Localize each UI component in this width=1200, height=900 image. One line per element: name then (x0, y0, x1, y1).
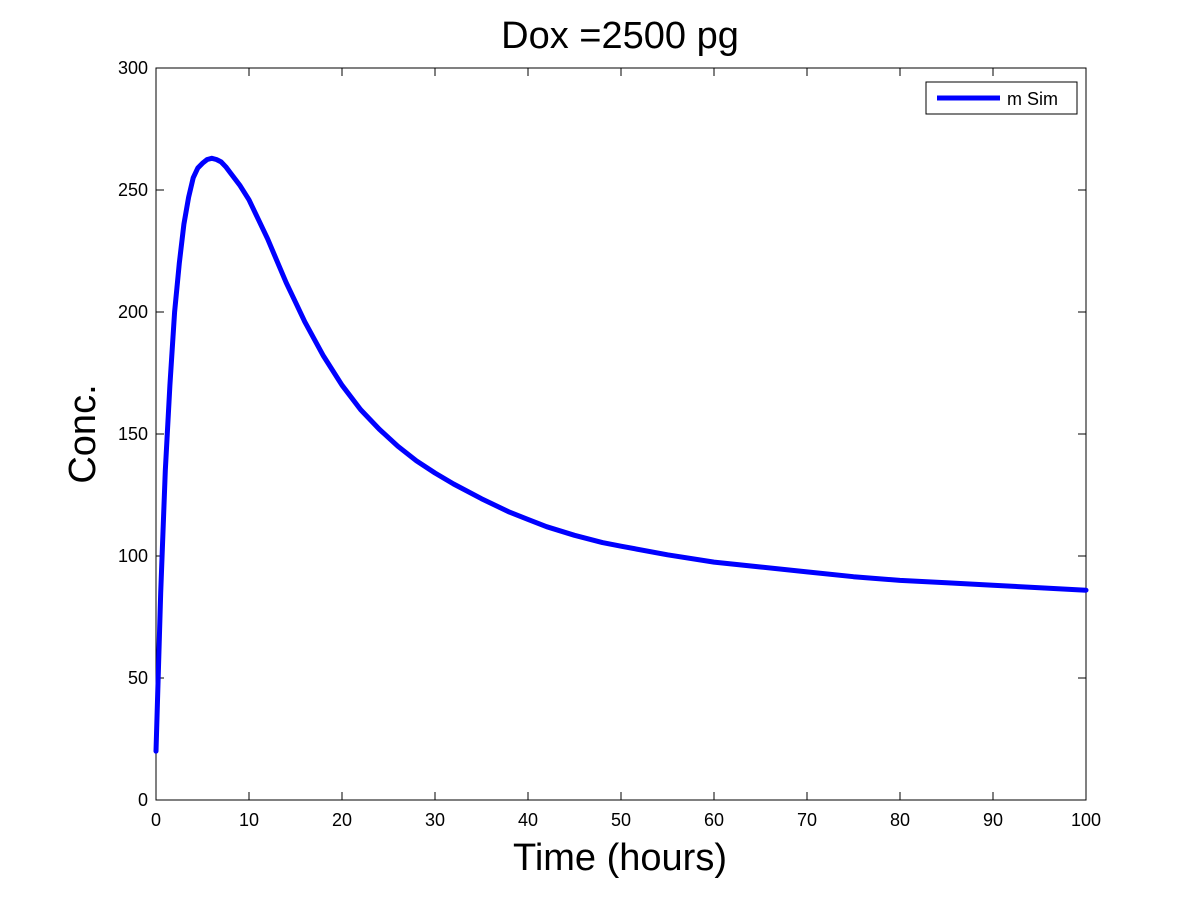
y-tick-label: 0 (138, 790, 148, 810)
x-tick-label: 60 (704, 810, 724, 830)
x-tick-label: 100 (1071, 810, 1101, 830)
y-tick-label: 50 (128, 668, 148, 688)
y-tick-label: 150 (118, 424, 148, 444)
y-tick-label: 200 (118, 302, 148, 322)
y-tick-label: 100 (118, 546, 148, 566)
x-tick-label: 40 (518, 810, 538, 830)
x-tick-label: 50 (611, 810, 631, 830)
x-tick-label: 0 (151, 810, 161, 830)
y-axis-title: Conc. (62, 384, 104, 483)
x-tick-label: 90 (983, 810, 1003, 830)
plot-area: 0 10 20 30 40 50 60 70 80 90 100 0 50 100 150 200 250 300 (118, 58, 1101, 830)
x-tick-label: 30 (425, 810, 445, 830)
x-tick-label: 70 (797, 810, 817, 830)
legend: m Sim (925, 81, 1078, 115)
x-tick-label: 20 (332, 810, 352, 830)
x-tick-label: 10 (239, 810, 259, 830)
series-line-m-sim (153, 155, 1089, 754)
axes-box (155, 67, 1087, 801)
x-axis-title: Time (hours) (513, 837, 727, 879)
y-tick-label: 300 (118, 58, 148, 78)
x-tick-label: 80 (890, 810, 910, 830)
y-tick-label: 250 (118, 180, 148, 200)
chart-title: Dox =2500 pg (501, 15, 739, 57)
legend-label: m Sim (1007, 89, 1058, 109)
